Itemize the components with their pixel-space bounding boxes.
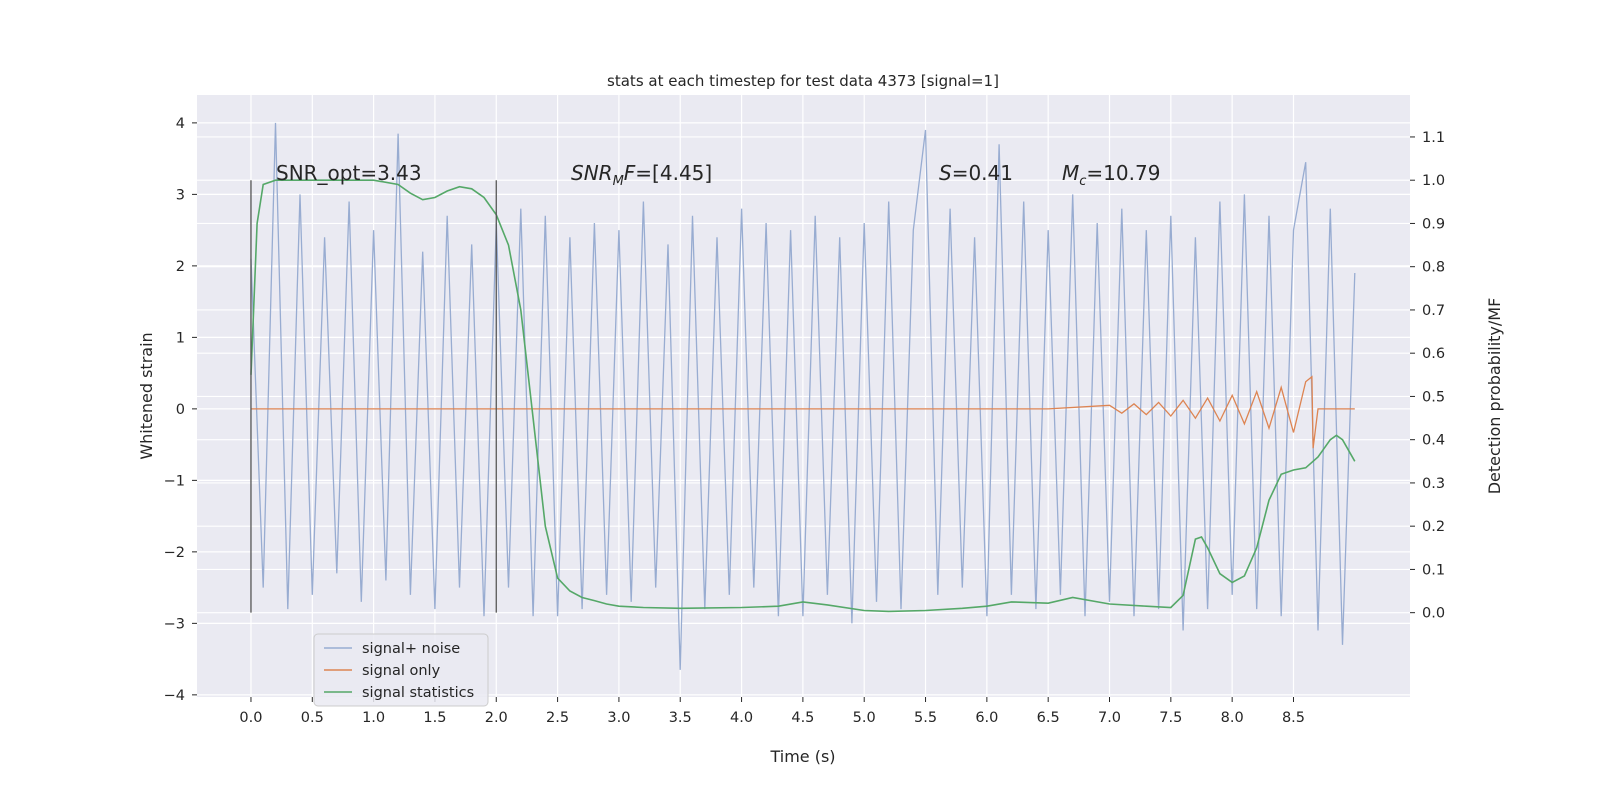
- annotation-part: SNR_opt=3.43: [276, 161, 422, 185]
- series-line: [251, 375, 1355, 449]
- legend-label: signal+ noise: [362, 641, 460, 657]
- x-tick-label: 8.0: [1221, 710, 1244, 726]
- x-tick-label: 1.0: [362, 710, 385, 726]
- x-tick-label: 3.0: [607, 710, 630, 726]
- y-tick-label: 3: [176, 187, 185, 203]
- y2-tick-label: 0.9: [1422, 216, 1445, 232]
- annotation-part: =10.79: [1086, 161, 1160, 185]
- series-line: [250, 122, 1356, 670]
- legend-label: signal only: [362, 663, 441, 679]
- y2-tick-label: 0.8: [1422, 260, 1445, 276]
- annotation: SNRMF=[4.45]: [571, 161, 712, 189]
- annotation: SNR_opt=3.43: [276, 161, 422, 185]
- annotation-part: S: [939, 161, 952, 185]
- y2-tick-label: 0.6: [1422, 346, 1445, 362]
- y2-tick-label: 0.5: [1422, 389, 1445, 405]
- annotation-part: M: [613, 174, 624, 189]
- annotation-part: c: [1079, 174, 1086, 189]
- x-tick-label: 4.0: [730, 710, 753, 726]
- legend-box: [313, 633, 489, 707]
- y2-tick-label: 1.1: [1422, 130, 1445, 146]
- y-tick-label: −3: [164, 616, 185, 632]
- y-tick-label: 0: [176, 402, 185, 418]
- x-tick-label: 0.0: [239, 710, 262, 726]
- x-tick-label: 6.5: [1037, 710, 1060, 726]
- series-line: [250, 179, 1356, 613]
- x-tick-label: 6.0: [975, 710, 998, 726]
- y-tick-label: −2: [164, 545, 185, 561]
- annotation-part: =[4.45]: [635, 161, 712, 185]
- x-tick-label: 5.0: [853, 710, 876, 726]
- y2-tick-label: 0.7: [1422, 303, 1445, 319]
- x-tick-label: 1.5: [423, 710, 446, 726]
- y2-tick-label: 0.3: [1422, 476, 1445, 492]
- annotation: S=0.41: [939, 161, 1013, 185]
- x-tick-label: 2.0: [485, 710, 508, 726]
- y-tick-label: 4: [176, 116, 185, 132]
- annotation-part: SNR: [571, 161, 613, 185]
- x-tick-label: 4.5: [791, 710, 814, 726]
- annotation-part: =0.41: [952, 161, 1013, 185]
- legend: signal+ noise signal only signal statistic…: [313, 633, 489, 707]
- x-tick-label: 7.0: [1098, 710, 1121, 726]
- y2-tick-label: 1.0: [1422, 173, 1445, 189]
- y2-tick-label: 0.4: [1422, 433, 1445, 449]
- legend-label: signal statistics: [362, 685, 474, 701]
- annotation-part: F: [624, 161, 636, 185]
- x-axis-label: Time (s): [769, 747, 835, 766]
- y2-tick-label: 0.0: [1422, 606, 1445, 622]
- chart-title: stats at each timestep for test data 437…: [607, 72, 999, 90]
- y-axis-label: Whitened strain: [137, 332, 156, 459]
- x-tick-label: 7.5: [1159, 710, 1182, 726]
- y-tick-label: −4: [164, 688, 185, 704]
- annotation-part: M: [1062, 161, 1079, 185]
- x-tick-label: 8.5: [1282, 710, 1305, 726]
- x-tick-label: 3.5: [669, 710, 692, 726]
- y-tick-label: −1: [164, 473, 185, 489]
- x-tick-label: 5.5: [914, 710, 937, 726]
- y-tick-label: 2: [176, 259, 185, 275]
- x-tick-label: 0.5: [301, 710, 324, 726]
- y2-axis-label: Detection probability/MF: [1485, 298, 1504, 495]
- y2-tick-label: 0.1: [1422, 562, 1445, 578]
- y-tick-label: 1: [176, 330, 185, 346]
- x-tick-label: 2.5: [546, 710, 569, 726]
- y2-tick-label: 0.2: [1422, 519, 1445, 535]
- annotation: Mc=10.79: [1062, 161, 1160, 189]
